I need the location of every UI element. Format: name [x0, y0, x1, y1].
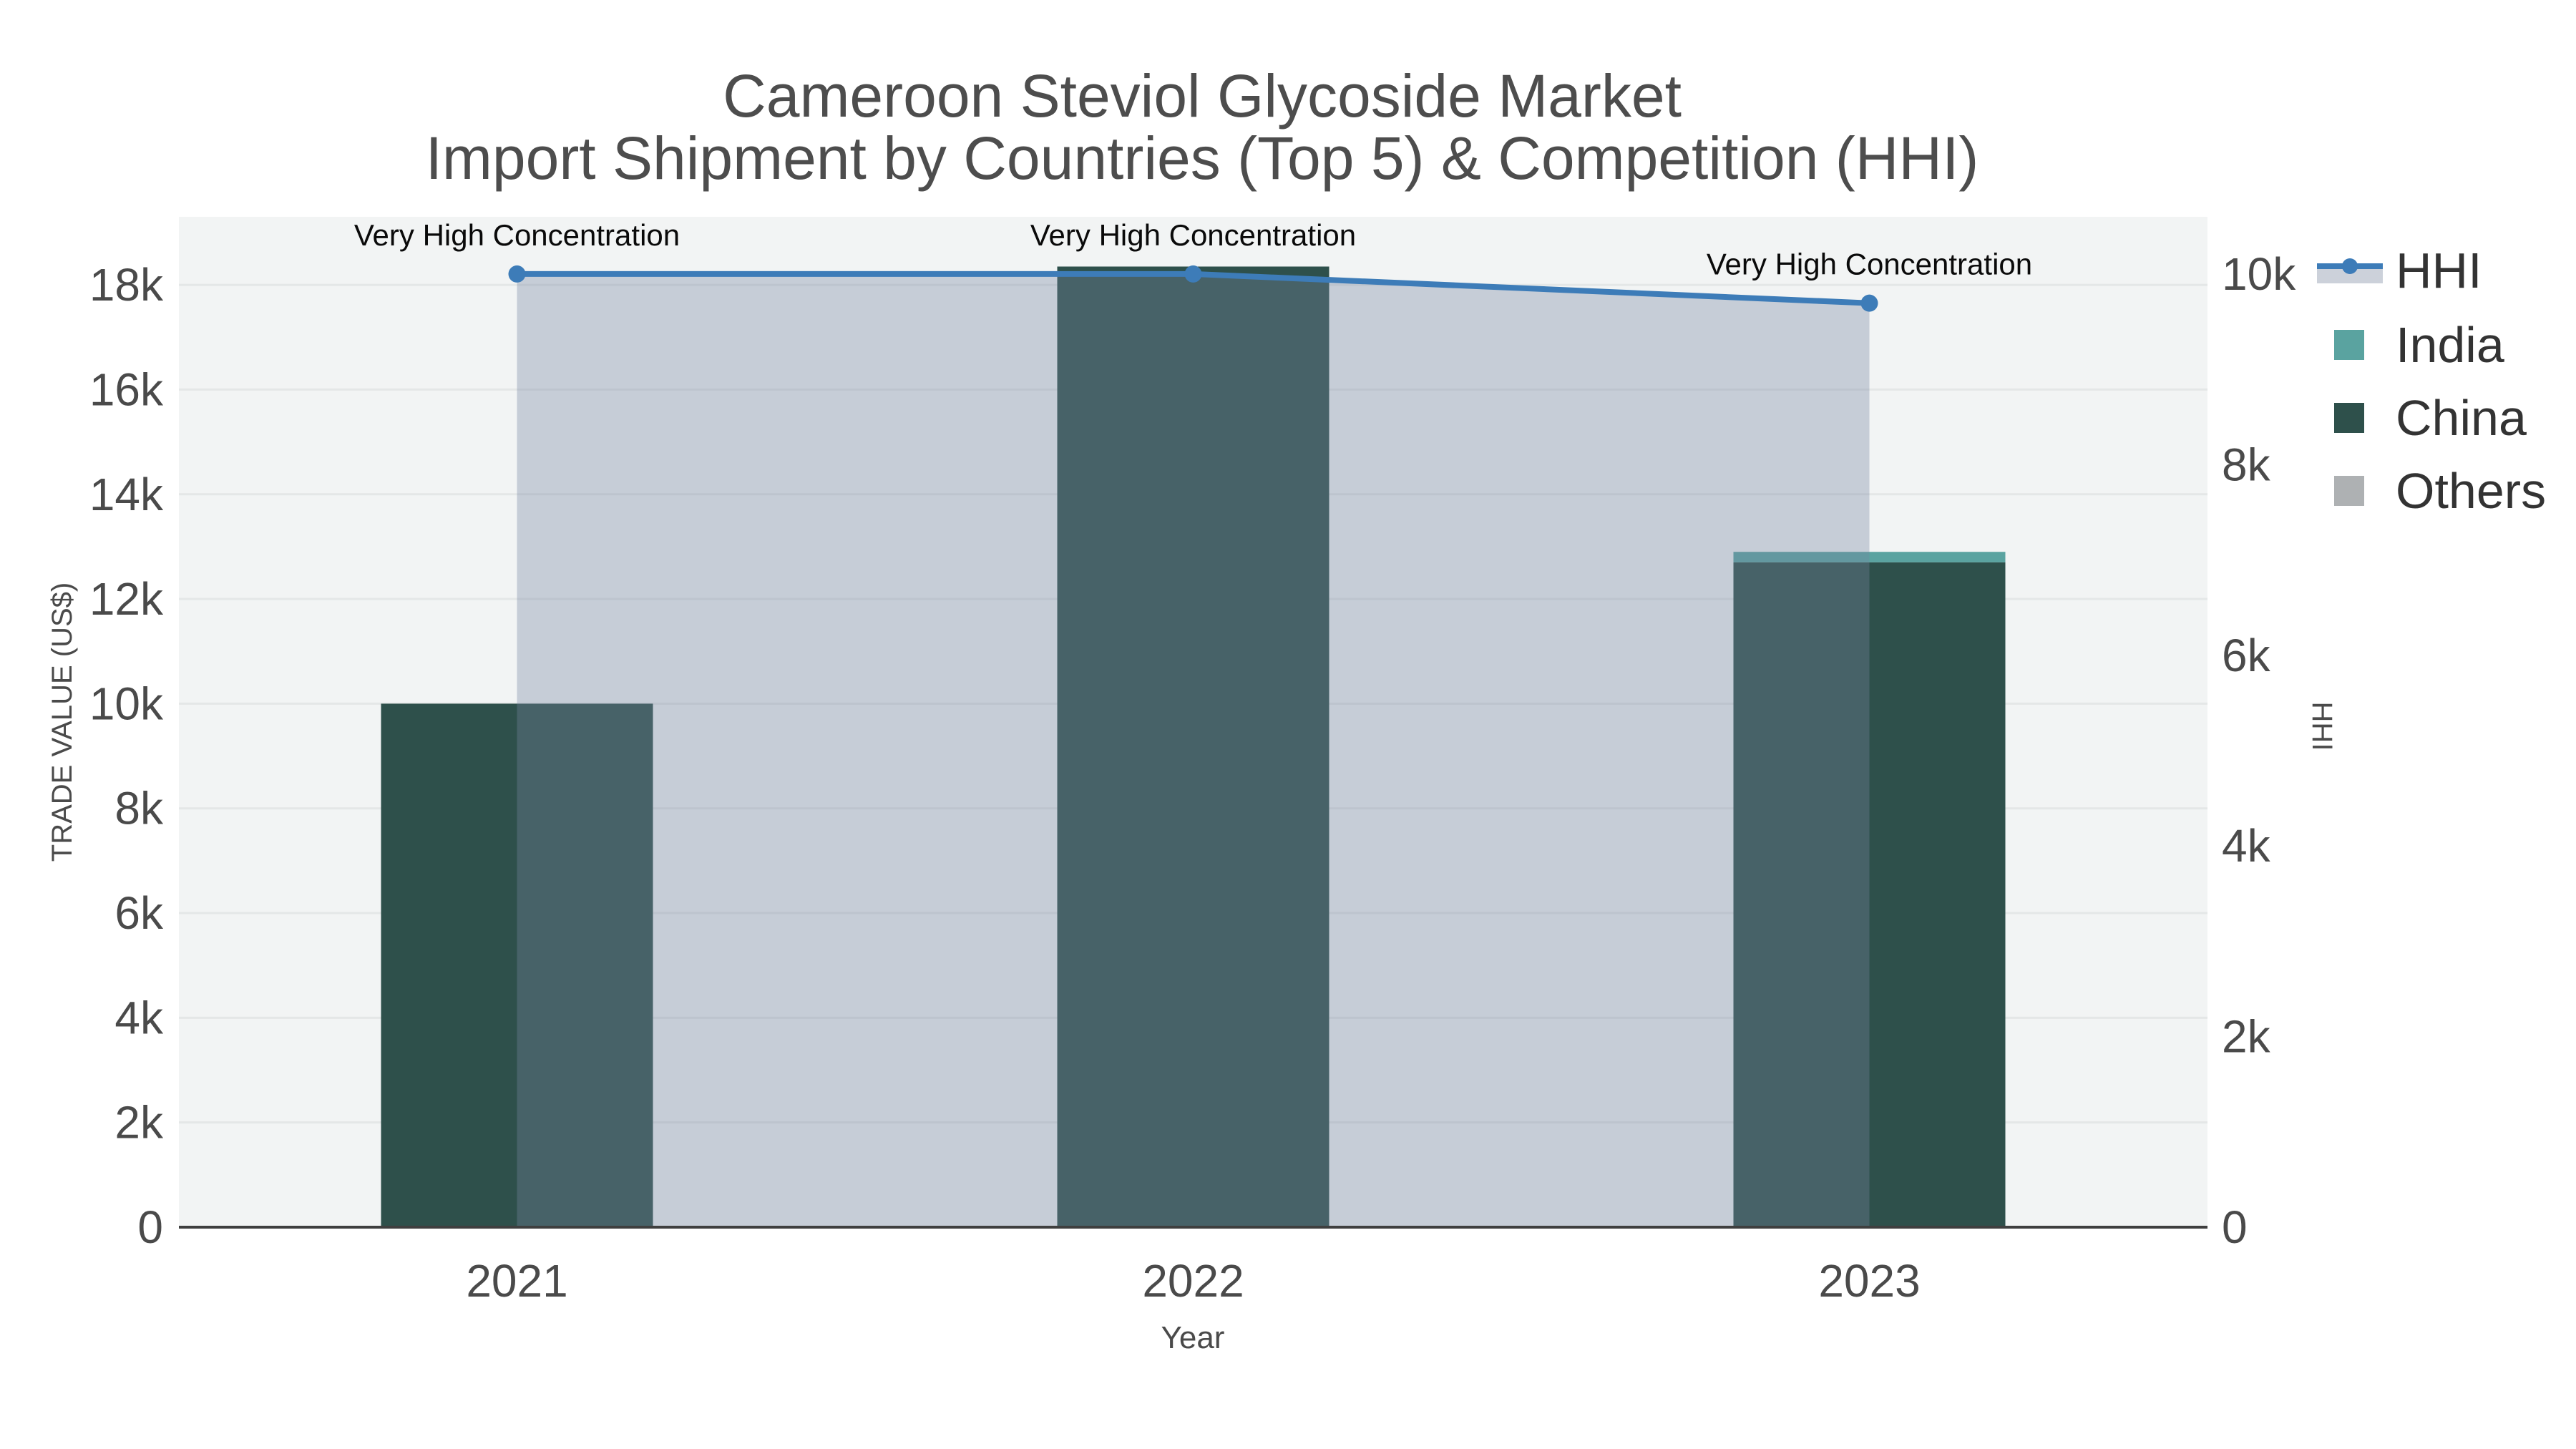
y-left-tick-2k: 2k — [114, 1097, 164, 1148]
legend-item-china[interactable]: China — [2334, 390, 2527, 446]
legend-label-hhi: HHI — [2396, 243, 2482, 298]
y-left-tick-0: 0 — [137, 1201, 163, 1253]
y-right-tick-8k: 8k — [2222, 439, 2271, 490]
legend-swatch-india — [2334, 330, 2364, 360]
annotation-2022: Very High Concentration — [1030, 218, 1356, 252]
tick-labels-layer: 0 2k 4k 6k 8k 10k 12k 14k 16k 18k 0 2k 4k 6k 8k 10k 2021… — [89, 248, 2296, 1307]
y-right-tick-6k: 6k — [2222, 630, 2271, 681]
y-axis-title-right: HHI — [2306, 702, 2338, 751]
hhi-area-layer — [517, 273, 1870, 1227]
hhi-line-layer — [508, 265, 1878, 312]
y-left-tick-18k: 18k — [89, 259, 164, 311]
y-left-tick-16k: 16k — [89, 364, 164, 415]
legend-label-others: Others — [2396, 463, 2546, 519]
hhi-legend-marker — [2342, 258, 2358, 274]
hhi-point-2021[interactable] — [508, 265, 526, 283]
y-left-tick-14k: 14k — [89, 469, 164, 520]
annotation-2021: Very High Concentration — [354, 218, 680, 252]
annotations-layer: Very High Concentration Very High Concent… — [354, 218, 2032, 281]
hhi-area-fill — [517, 273, 1870, 1227]
annotation-2023: Very High Concentration — [1707, 248, 2032, 281]
legend-label-china: China — [2396, 390, 2527, 446]
bar-india-2023[interactable] — [1733, 552, 2006, 562]
legend-swatch-others — [2334, 476, 2364, 506]
hhi-point-2022[interactable] — [1184, 265, 1202, 283]
bar-china-2022[interactable] — [1057, 266, 1330, 1228]
bar-china-2021[interactable] — [381, 703, 653, 1227]
legend-item-india[interactable]: India — [2334, 317, 2504, 373]
chart-title-line1: Cameroon Steviol Glycoside Market — [723, 62, 1682, 130]
legend-item-hhi[interactable]: HHI — [2317, 243, 2482, 298]
legend-swatch-china — [2334, 403, 2364, 433]
y-left-tick-10k: 10k — [89, 678, 164, 729]
chart-title-line2: Import Shipment by Countries (Top 5) & C… — [426, 125, 1979, 192]
y-axis-title-left: TRADE VALUE (US$) — [47, 582, 78, 862]
bar-china-2023[interactable] — [1733, 562, 2006, 1227]
bars-layer — [381, 266, 2006, 1228]
x-tick-2022: 2022 — [1142, 1255, 1244, 1307]
y-right-tick-0: 0 — [2222, 1201, 2248, 1253]
hhi-point-2023[interactable] — [1860, 294, 1878, 312]
y-left-tick-8k: 8k — [114, 783, 164, 834]
y-right-tick-2k: 2k — [2222, 1011, 2271, 1063]
y-left-tick-4k: 4k — [114, 992, 164, 1043]
x-axis-title: Year — [1161, 1320, 1225, 1355]
x-tick-2023: 2023 — [1818, 1255, 1920, 1307]
legend-layer: HHI India China Others — [2317, 243, 2546, 519]
y-right-tick-10k: 10k — [2222, 248, 2296, 300]
legend-label-india: India — [2396, 317, 2504, 373]
y-left-tick-6k: 6k — [114, 887, 164, 939]
legend-item-others[interactable]: Others — [2334, 463, 2546, 519]
x-tick-2021: 2021 — [466, 1255, 567, 1307]
y-left-tick-12k: 12k — [89, 573, 164, 625]
y-right-tick-4k: 4k — [2222, 820, 2271, 872]
